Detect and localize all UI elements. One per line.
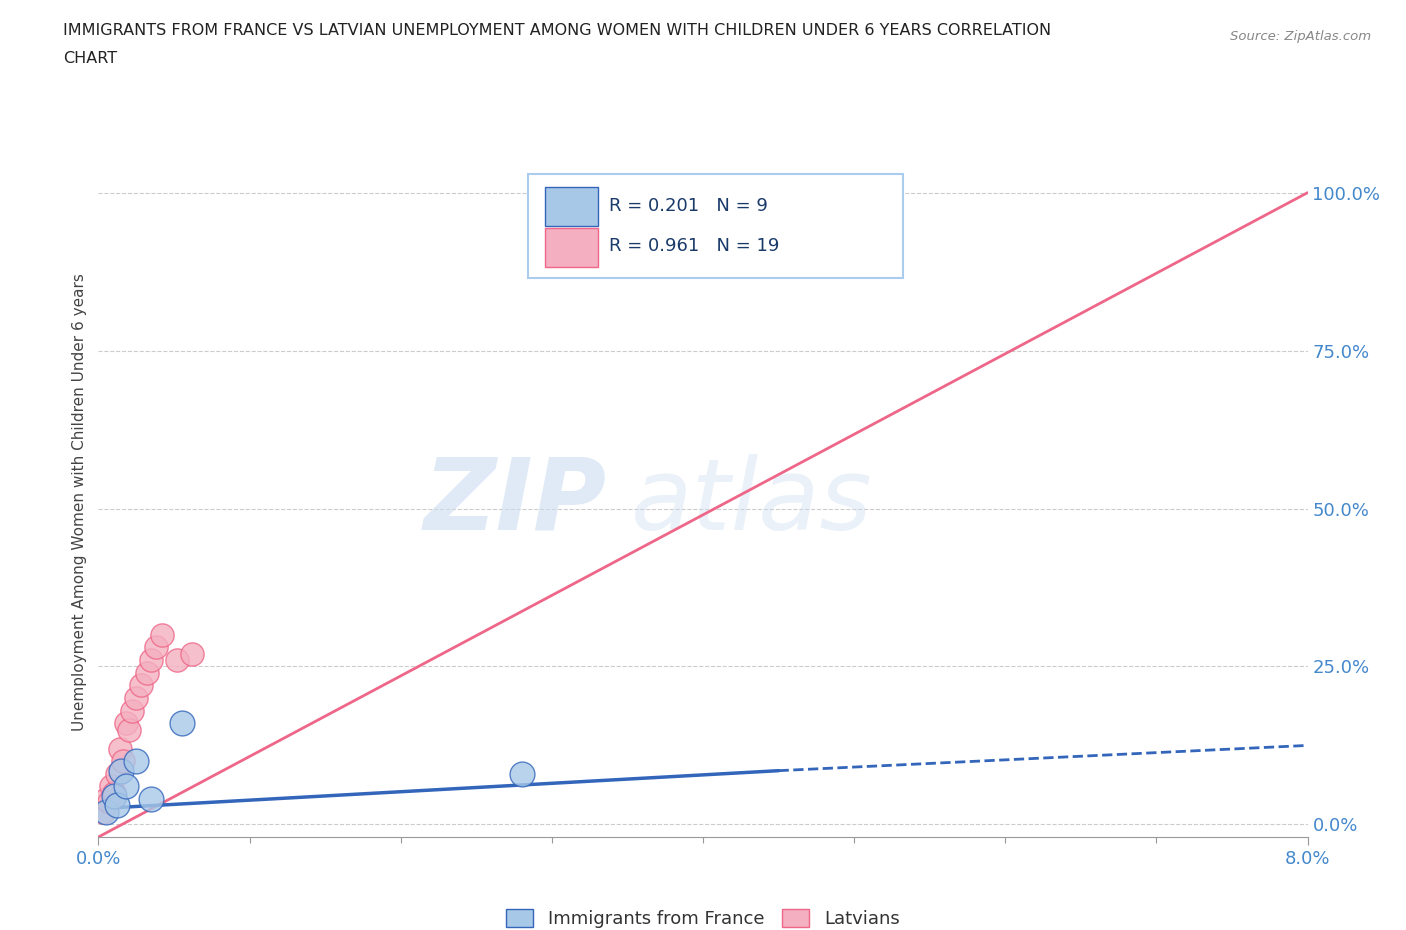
Point (166, 653, 188, 668)
Text: Source: ZipAtlas.com: Source: ZipAtlas.com (1230, 30, 1371, 43)
Point (103, 785, 125, 800)
Text: ZIP: ZIP (423, 454, 606, 551)
Y-axis label: Unemployment Among Women with Children Under 6 years: Unemployment Among Women with Children U… (72, 273, 87, 731)
Text: atlas: atlas (630, 454, 872, 551)
Point (91, 804, 114, 819)
Point (141, 791, 163, 806)
Legend: Immigrants from France, Latvians: Immigrants from France, Latvians (499, 901, 907, 930)
Point (125, 691, 148, 706)
Text: CHART: CHART (63, 51, 117, 66)
Point (111, 753, 134, 768)
FancyBboxPatch shape (544, 228, 598, 267)
Point (510, 766, 533, 781)
Point (135, 665, 157, 680)
Text: R = 0.961   N = 19: R = 0.961 N = 19 (609, 237, 779, 256)
Point (98, 795, 121, 810)
Point (105, 798, 128, 813)
Point (141, 653, 163, 668)
Point (121, 703, 143, 718)
Point (108, 741, 131, 756)
Point (100, 779, 122, 794)
Point (150, 628, 173, 643)
Text: IMMIGRANTS FROM FRANCE VS LATVIAN UNEMPLOYMENT AMONG WOMEN WITH CHILDREN UNDER 6: IMMIGRANTS FROM FRANCE VS LATVIAN UNEMPL… (63, 23, 1052, 38)
Point (94, 804, 117, 819)
Point (105, 766, 128, 781)
Point (103, 789, 125, 804)
Point (170, 716, 193, 731)
Point (125, 753, 148, 768)
Point (145, 640, 167, 655)
Point (94, 791, 117, 806)
FancyBboxPatch shape (544, 188, 598, 226)
Point (181, 646, 204, 661)
Text: R = 0.201   N = 9: R = 0.201 N = 9 (609, 197, 768, 215)
Point (110, 764, 132, 778)
Point (129, 678, 152, 693)
FancyBboxPatch shape (527, 174, 903, 278)
Point (118, 723, 141, 737)
Point (114, 716, 136, 731)
Point (114, 779, 136, 794)
